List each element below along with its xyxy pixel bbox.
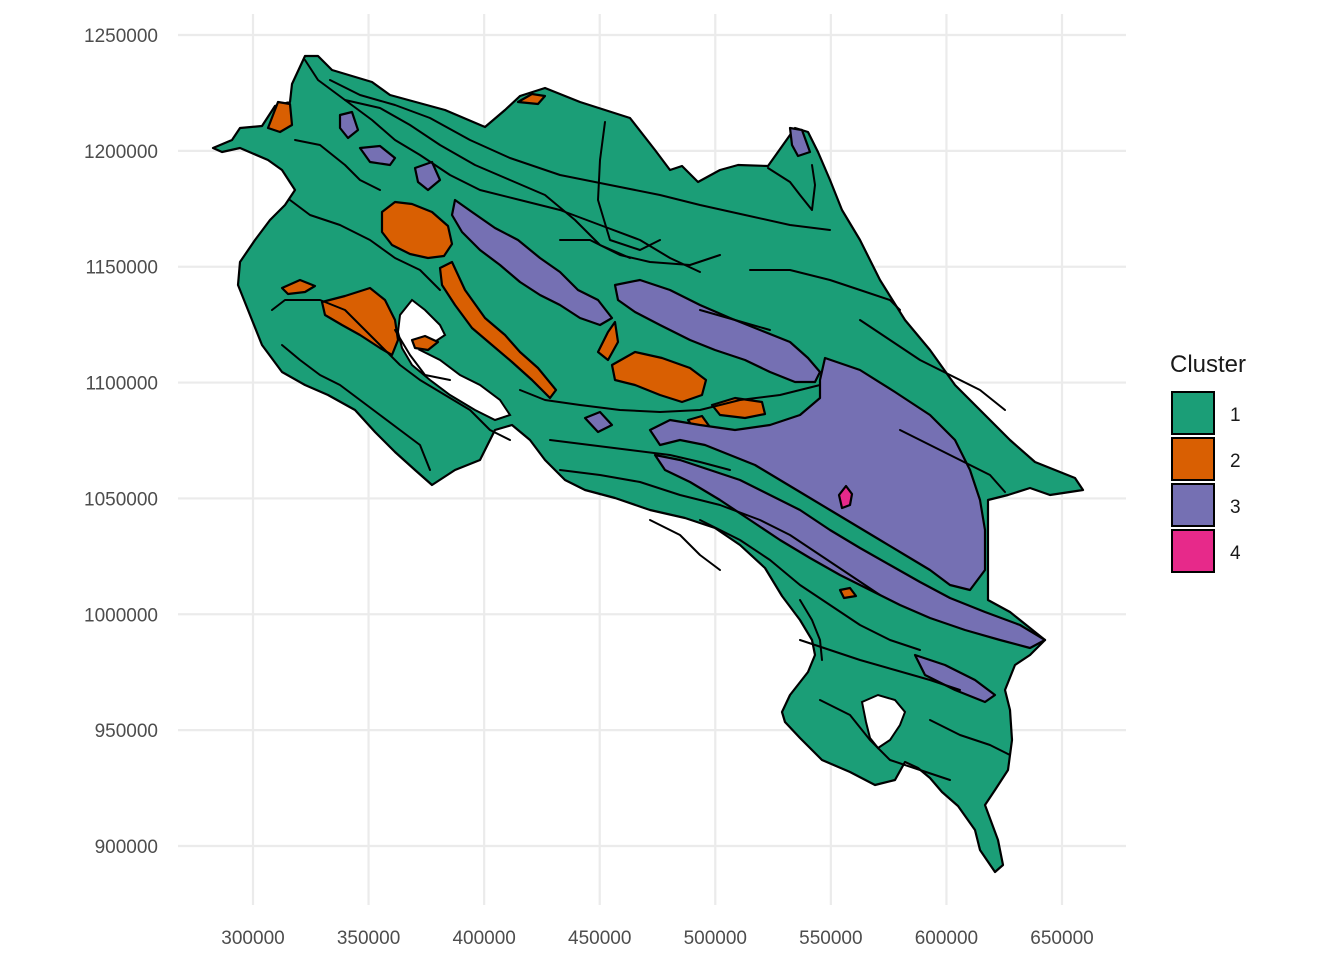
y-tick-label: 950000 xyxy=(95,721,158,742)
cluster-4-zone xyxy=(837,484,854,510)
cluster-3-zone xyxy=(913,653,997,704)
gulf-of-nicoya xyxy=(396,298,512,422)
cluster-3-zone xyxy=(653,453,1047,650)
x-tick-label: 550000 xyxy=(799,928,862,949)
x-tick-label: 300000 xyxy=(221,928,284,949)
cluster-3-zone xyxy=(788,126,812,158)
zone-boundaries xyxy=(271,59,1011,781)
cluster-2-zone xyxy=(596,320,620,362)
y-tick-label: 1100000 xyxy=(85,374,158,395)
y-tick-label: 1150000 xyxy=(85,258,158,279)
cluster-2-zone xyxy=(320,286,400,357)
legend-title: Cluster xyxy=(1170,351,1246,378)
y-tick-label: 1200000 xyxy=(84,142,158,163)
cluster-3-zone xyxy=(358,144,397,167)
legend-swatch-4 xyxy=(1171,529,1215,573)
cluster-2-zone xyxy=(516,92,547,106)
x-tick-label: 450000 xyxy=(568,928,631,949)
legend-label-1: 1 xyxy=(1230,405,1241,426)
cluster-2-zone xyxy=(438,260,558,400)
legend-swatch-3 xyxy=(1171,483,1215,527)
x-tick-label: 500000 xyxy=(684,928,747,949)
axis-ticks: 300000 350000 400000 450000 500000 550000 6000… xyxy=(84,26,1094,949)
cluster-2-zone xyxy=(838,586,858,600)
cluster-3-zone xyxy=(338,110,360,140)
legend: Cluster 1 2 3 4 xyxy=(1170,351,1246,573)
cluster-2-zone xyxy=(266,100,294,134)
y-tick-label: 900000 xyxy=(95,837,158,858)
cluster-3-zone xyxy=(583,410,614,434)
golfo-dulce xyxy=(860,693,907,750)
cluster-3-zone xyxy=(648,356,987,592)
y-tick-label: 1250000 xyxy=(84,26,158,47)
cluster-2-zone xyxy=(380,200,454,260)
legend-label-2: 2 xyxy=(1230,451,1241,472)
y-tick-label: 1000000 xyxy=(84,605,158,626)
map-regions xyxy=(211,54,1085,874)
x-tick-label: 350000 xyxy=(337,928,400,949)
x-tick-label: 600000 xyxy=(915,928,978,949)
cluster-2-zone xyxy=(280,278,317,296)
x-tick-label: 400000 xyxy=(452,928,515,949)
legend-label-3: 3 xyxy=(1230,497,1241,518)
legend-swatch-1 xyxy=(1171,391,1215,435)
cluster-3-zone xyxy=(613,278,822,384)
cluster-3-zone xyxy=(413,160,442,192)
cluster-1-landmass xyxy=(211,54,1085,874)
cluster-3-zone xyxy=(450,198,614,327)
y-tick-label: 1050000 xyxy=(84,489,158,510)
x-tick-label: 650000 xyxy=(1030,928,1093,949)
legend-swatch-2 xyxy=(1171,437,1215,481)
cluster-2-zone xyxy=(610,350,708,404)
cluster-2-zone xyxy=(410,334,440,352)
legend-label-4: 4 xyxy=(1230,543,1241,564)
